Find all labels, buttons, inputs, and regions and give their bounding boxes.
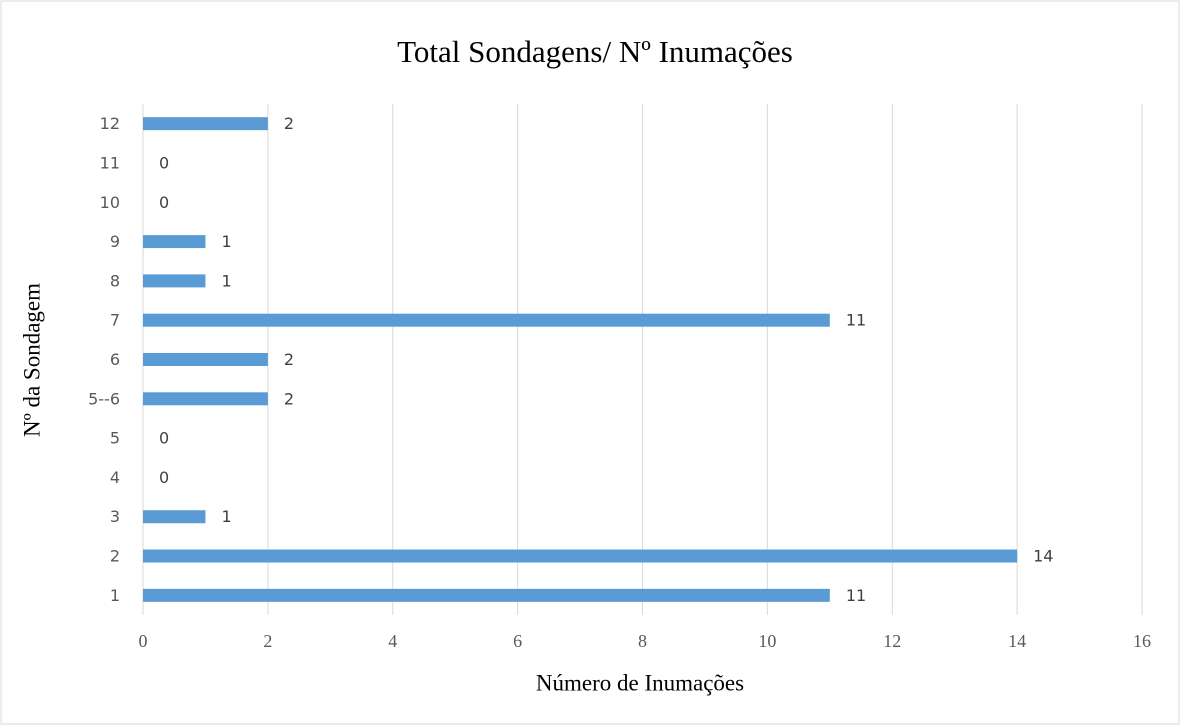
x-tick-label: 14	[1008, 631, 1026, 651]
x-axis-label: Número de Inumações	[536, 670, 744, 695]
data-label: 1	[221, 232, 231, 251]
data-label: 2	[284, 114, 294, 133]
bar	[143, 392, 268, 406]
bar	[143, 588, 830, 602]
y-tick-label: 3	[110, 507, 120, 526]
y-tick-label: 5	[110, 429, 120, 448]
bar	[143, 353, 268, 366]
y-tick-label: 10	[100, 193, 120, 212]
bar	[143, 117, 268, 131]
bar	[143, 549, 1018, 563]
y-tick-label: 11	[100, 153, 120, 172]
y-tick-label: 4	[110, 468, 120, 487]
y-tick-label: 5--6	[88, 389, 120, 408]
x-tick-label: 10	[758, 631, 776, 651]
data-label: 0	[159, 468, 169, 487]
x-tick-label: 2	[263, 631, 272, 651]
y-tick-label: 9	[110, 232, 120, 251]
bar	[143, 235, 206, 249]
y-tick-label: 12	[100, 114, 120, 133]
x-tick-label: 0	[139, 631, 148, 651]
data-label: 11	[846, 311, 866, 330]
x-tick-label: 6	[513, 631, 522, 651]
x-tick-label: 16	[1133, 631, 1151, 651]
data-label: 0	[159, 429, 169, 448]
y-tick-label: 2	[110, 547, 120, 566]
data-label: 0	[159, 193, 169, 212]
x-tick-label: 4	[388, 631, 397, 651]
y-tick-label: 6	[110, 350, 120, 369]
data-label: 0	[159, 153, 169, 172]
y-tick-label: 1	[110, 586, 120, 605]
data-label: 14	[1033, 547, 1053, 566]
y-axis-label: Nº da Sondagem	[19, 283, 44, 437]
x-tick-label: 8	[638, 631, 647, 651]
y-tick-label: 7	[110, 311, 120, 330]
y-tick-label: 8	[110, 271, 120, 290]
bar	[143, 274, 206, 288]
bar	[143, 313, 830, 327]
chart-title: Total Sondagens/ Nº Inumações	[397, 34, 793, 69]
x-tick-label: 12	[883, 631, 901, 651]
data-label: 1	[221, 271, 231, 290]
data-label: 1	[221, 507, 231, 526]
data-label: 11	[846, 586, 866, 605]
bar	[143, 510, 206, 524]
data-label: 2	[284, 350, 294, 369]
data-label: 2	[284, 389, 294, 408]
